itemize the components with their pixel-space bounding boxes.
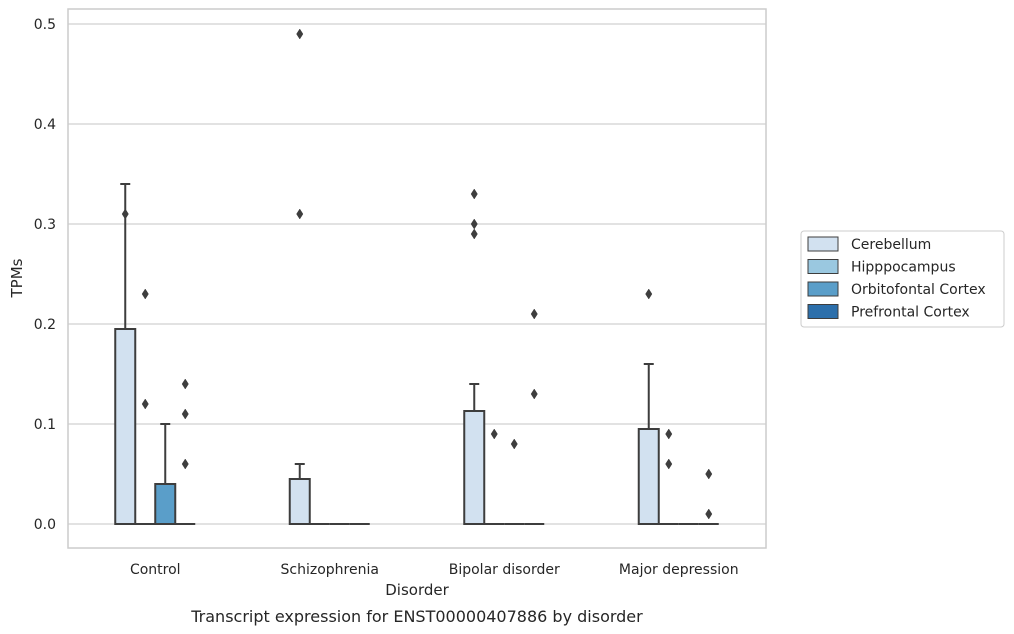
x-tick-label: Bipolar disorder [449,562,560,578]
outlier-point [645,288,653,300]
outlier-point [530,308,538,320]
box-prefrontal-cortex [524,308,545,525]
y-tick-label: 0.3 [34,217,56,233]
y-axis-title: TPMs [8,258,26,298]
outlier-point [181,378,189,390]
y-tick-label: 0.1 [34,417,56,433]
box-prefrontal-cortex [175,378,196,525]
box-body [637,428,660,525]
outlier-point [470,218,478,230]
outlier-point [665,428,673,440]
box-hipppocampus [658,428,679,525]
y-tick-label: 0.4 [34,117,56,133]
x-tick-label: Control [130,562,181,578]
y-tick-label: 0.2 [34,317,56,333]
box-cerebellum [637,288,660,525]
box-hipppocampus [135,288,156,525]
box-cerebellum [463,188,486,525]
outlier-point [296,208,304,220]
y-tick-label: 0.5 [34,17,56,33]
outlier-point [181,408,189,420]
outlier-point [141,398,149,410]
grid-lines [68,23,766,525]
outlier-point [181,458,189,470]
box-orbitofontal-cortex [154,423,177,525]
legend: Cerebellum Hipppocampus Orbitofontal Corte… [800,230,1005,328]
legend-label: Prefrontal Cortex [851,305,970,321]
legend-frame [800,230,1005,328]
outlier-point [296,28,304,40]
chart-caption: Transcript expression for ENST0000040788… [190,607,643,626]
box-hipppocampus [484,428,505,525]
box-cerebellum [288,28,311,525]
legend-swatch [807,281,839,297]
outlier-point [665,458,673,470]
outlier-point [490,428,498,440]
box-cerebellum [114,183,137,525]
legend-label: Cerebellum [851,237,931,253]
box-body [154,483,177,525]
outlier-point [121,208,129,220]
outlier-point [530,388,538,400]
box-body [463,410,486,525]
box-body [114,328,137,525]
legend-swatch [807,304,839,319]
outlier-point [470,228,478,240]
x-tick-labels: Control Schizophrenia Bipolar disorder Majo… [130,562,739,578]
outlier-point [470,188,478,200]
box-body [288,478,311,525]
legend-label: Orbitofontal Cortex [851,282,986,298]
x-tick-label: Schizophrenia [281,562,379,578]
outlier-point [705,508,713,520]
y-tick-label: 0.0 [34,517,56,533]
box-prefrontal-cortex [698,468,719,525]
boxes [114,28,719,525]
y-tick-labels: 0.0 0.1 0.2 0.3 0.4 0.5 [34,17,56,533]
legend-swatch [807,259,839,274]
x-tick-label: Major depression [619,562,739,578]
x-axis-title: Disorder [385,581,449,599]
outlier-point [510,438,518,450]
legend-label: Hipppocampus [851,260,956,276]
legend-swatch [807,236,839,252]
outlier-point [141,288,149,300]
box-orbitofontal-cortex [504,438,525,525]
plot-area-frame [67,8,767,549]
outlier-point [705,468,713,480]
